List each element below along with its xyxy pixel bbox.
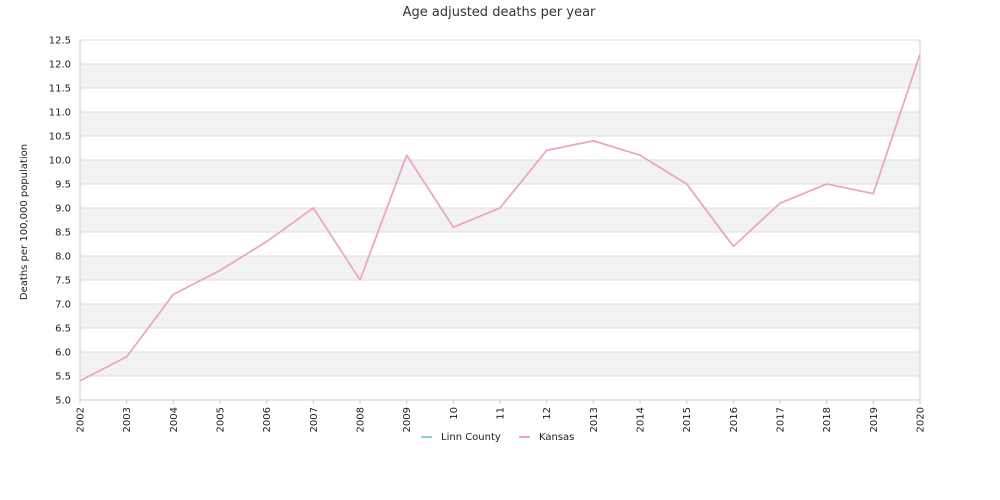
- series-line-kansas: [79, 54, 921, 382]
- grid-band: [80, 88, 920, 112]
- grid-band: [80, 256, 920, 280]
- grid-band: [80, 376, 920, 400]
- x-tick-label: 2013: [589, 407, 600, 432]
- grid-band: [80, 232, 920, 256]
- y-axis-label: Deaths per 100,000 population: [19, 144, 30, 300]
- legend-label: Linn County: [441, 432, 501, 443]
- grid-bands: [80, 40, 920, 400]
- x-tick-label: 2003: [122, 407, 133, 432]
- x-tick-label: 2015: [682, 407, 693, 432]
- x-tick-label: 2002: [76, 407, 87, 432]
- y-tick-label: 12.0: [49, 60, 71, 71]
- grid-band: [80, 184, 920, 208]
- y-tick-label: 9.0: [55, 204, 71, 215]
- y-tick-label: 10.5: [49, 132, 71, 143]
- y-tick-label: 11.5: [49, 84, 71, 95]
- x-tick-label: 2005: [216, 407, 227, 432]
- y-tick-labels: 5.0 5.5 6.0 6.5 7.0 7.5 8.0 8.5 9.0 9.5 10.0 10.5 11…: [49, 36, 71, 407]
- x-tick-label: 2019: [869, 407, 880, 432]
- y-tick-label: 11.0: [49, 108, 71, 119]
- grid-band: [80, 112, 920, 136]
- x-tick-label: 2016: [729, 407, 740, 432]
- y-tick-label: 7.5: [55, 276, 71, 287]
- y-tick-label: 12.5: [49, 36, 71, 47]
- grid-band: [80, 352, 920, 376]
- x-tick-label: 2004: [169, 407, 180, 432]
- grid-band: [80, 136, 920, 160]
- grid-band: [80, 304, 920, 328]
- y-tick-label: 7.0: [55, 300, 71, 311]
- grid-band: [80, 40, 920, 64]
- x-tick-label: 2020: [916, 407, 927, 432]
- x-tick-label: 10: [449, 407, 460, 420]
- y-tick-label: 8.5: [55, 228, 71, 239]
- y-tick-label: 8.0: [55, 252, 71, 263]
- x-tick-label: 2009: [402, 407, 413, 432]
- x-tick-label: 2018: [822, 407, 833, 432]
- x-tick-label: 2017: [776, 407, 787, 432]
- y-tick-label: 10.0: [49, 156, 71, 167]
- x-tick-label: 2006: [262, 407, 273, 432]
- grid-band: [80, 208, 920, 232]
- series-lines: [79, 54, 921, 382]
- grid-band: [80, 328, 920, 352]
- x-tick-label: 2007: [309, 407, 320, 432]
- x-tick-label: 2008: [356, 407, 367, 432]
- x-tick-label: 2014: [636, 407, 647, 432]
- y-tick-label: 5.5: [55, 372, 71, 383]
- y-tick-label: 6.5: [55, 324, 71, 335]
- chart-title: Age adjusted deaths per year: [403, 5, 596, 20]
- y-tick-label: 6.0: [55, 348, 71, 359]
- grid-band: [80, 280, 920, 304]
- grid-band: [80, 160, 920, 184]
- legend: Linn County Kansas: [421, 432, 574, 443]
- x-tick-labels: 2002 2003 2004 2005 2006 2007 2008 2009 10 11 12 20…: [76, 400, 927, 432]
- y-tick-label: 5.0: [55, 396, 71, 407]
- x-tick-label: 12: [542, 407, 553, 420]
- x-tick-label: 11: [496, 407, 507, 420]
- y-gridlines: [79, 39, 921, 401]
- grid-band: [80, 64, 920, 88]
- y-tick-label: 9.5: [55, 180, 71, 191]
- legend-label: Kansas: [539, 432, 574, 443]
